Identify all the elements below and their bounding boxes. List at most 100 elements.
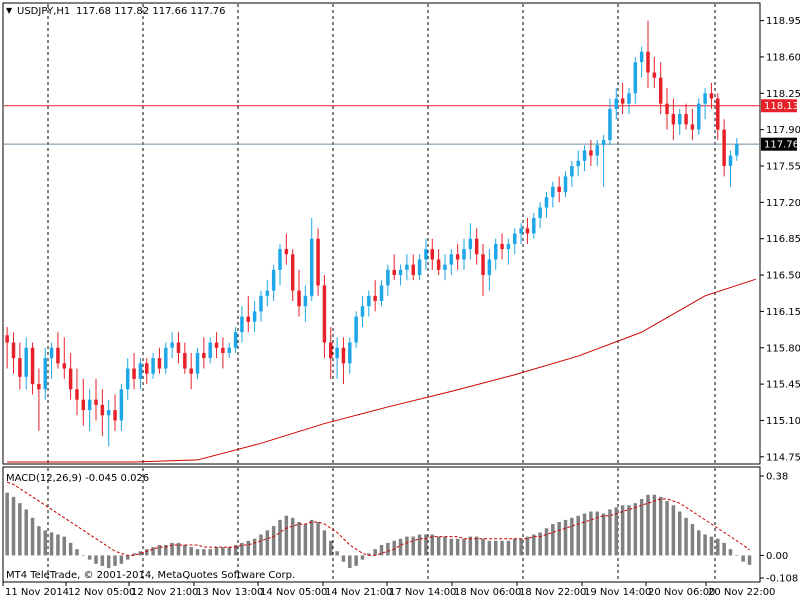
- macd-bar: [252, 538, 257, 556]
- candle: [417, 254, 422, 281]
- candle-body: [506, 243, 511, 250]
- macd-bar: [113, 555, 117, 566]
- macd-bar: [5, 492, 9, 556]
- candle-body: [646, 51, 650, 73]
- candle: [145, 358, 149, 385]
- candle: [341, 337, 346, 385]
- candle: [176, 332, 181, 364]
- candle: [589, 140, 593, 166]
- candle: [354, 311, 358, 348]
- candle-body: [570, 165, 574, 177]
- candle-body: [119, 389, 124, 421]
- candle-body: [271, 269, 276, 291]
- candle-body: [81, 399, 86, 411]
- candle: [513, 228, 517, 255]
- macd-bar: [290, 517, 295, 556]
- macd-bar: [18, 503, 22, 556]
- price-tick-label: 115.45: [766, 380, 800, 391]
- macd-bar: [354, 555, 358, 566]
- macd-bar: [68, 542, 73, 556]
- candle: [728, 150, 733, 187]
- macd-bar: [94, 555, 98, 564]
- candle-body: [106, 410, 111, 416]
- candle: [570, 160, 574, 187]
- candle: [271, 264, 276, 302]
- macd-bar: [164, 544, 168, 556]
- candle: [259, 290, 263, 322]
- macd-bar: [208, 549, 212, 556]
- candle: [614, 88, 619, 120]
- candle: [246, 295, 251, 333]
- candle-body: [595, 145, 599, 156]
- symbol-label: USDJPY,H1: [17, 6, 70, 17]
- candle-body: [716, 98, 720, 130]
- macd-bar: [735, 555, 739, 556]
- time-label: 12 Nov 05:00: [68, 587, 135, 598]
- candle: [132, 352, 136, 390]
- candle-body: [75, 389, 79, 400]
- macd-bar: [690, 524, 695, 556]
- candle-body: [265, 290, 270, 296]
- macd-bar: [532, 534, 536, 556]
- candle: [183, 342, 187, 374]
- macd-bar: [335, 551, 339, 556]
- candle-body: [367, 295, 371, 307]
- macd-bar: [240, 542, 244, 556]
- candle-body: [227, 347, 231, 353]
- macd-bar: [195, 549, 200, 556]
- candle: [576, 150, 580, 177]
- candle: [221, 337, 225, 369]
- macd-bar: [468, 536, 473, 556]
- macd-bar: [189, 547, 193, 556]
- macd-bar: [145, 549, 149, 556]
- candle: [379, 280, 384, 307]
- candle: [189, 352, 193, 390]
- candle: [544, 191, 549, 218]
- macd-bar: [525, 536, 530, 556]
- time-label: 11 Nov 2014: [5, 587, 69, 598]
- candle-body: [697, 103, 701, 130]
- candle: [652, 56, 657, 89]
- candle-body: [100, 404, 105, 416]
- candle: [525, 217, 530, 244]
- candle: [481, 243, 485, 296]
- macd-bar: [151, 547, 155, 556]
- candle: [30, 342, 35, 395]
- macd-bar: [741, 555, 745, 562]
- candle-body: [449, 254, 454, 265]
- macd-bar: [411, 536, 415, 556]
- moving-average-line: [7, 278, 757, 463]
- candle-body: [11, 342, 16, 359]
- candle: [462, 238, 466, 270]
- candle: [665, 88, 669, 130]
- time-label: 20 Nov 06:00: [648, 587, 715, 598]
- candle: [202, 337, 206, 369]
- macd-bar: [703, 534, 707, 556]
- candle-body: [722, 129, 726, 166]
- candle-body: [62, 363, 67, 369]
- symbol-dropdown-icon[interactable]: ▼: [6, 6, 13, 15]
- candle: [449, 249, 454, 276]
- candle-body: [348, 342, 352, 364]
- macd-bar: [671, 505, 676, 556]
- macd-bar: [37, 526, 41, 556]
- price-tick-label: 117.90: [766, 125, 800, 136]
- candle-body: [493, 243, 498, 260]
- red-level-value: 118.13: [764, 101, 799, 112]
- candle-body: [5, 335, 9, 343]
- candle-body: [620, 98, 625, 104]
- macd-bar: [75, 549, 79, 556]
- macd-bar: [386, 542, 390, 556]
- macd-signal-line: [7, 481, 750, 556]
- candle-body: [335, 347, 339, 359]
- candle: [639, 46, 644, 78]
- candle-body: [398, 269, 403, 276]
- macd-bar: [576, 515, 580, 556]
- macd-bar: [544, 528, 549, 556]
- candle: [290, 249, 295, 302]
- candle: [113, 394, 117, 431]
- price-tick-label: 115.10: [766, 416, 800, 427]
- candle-body: [56, 347, 60, 364]
- current-price-tag: 117.76: [761, 137, 799, 151]
- candle: [722, 119, 726, 177]
